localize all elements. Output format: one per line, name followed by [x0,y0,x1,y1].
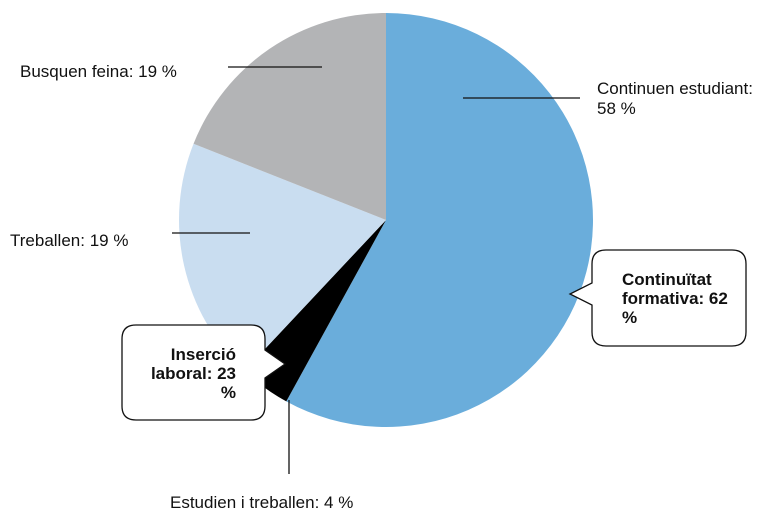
slice-label: Busquen feina: 19 % [20,62,177,81]
pie-slice [244,220,386,402]
slice-label: Treballen: 19 % [10,231,129,250]
callout-box [568,249,747,347]
pie-slice [193,13,386,220]
pie-slice [286,13,593,427]
pie [178,13,593,427]
annotation: Inserció laboral: 23 % [150,345,236,402]
callout-box [121,324,287,421]
pie-slice [178,143,386,371]
annotation: Continuïtat formativa: 62 % [622,270,728,327]
slice-label: Estudien i treballen: 4 % [170,493,354,512]
slice-label: Continuen estudiant: 58 % [597,79,753,118]
leaders [172,66,580,474]
